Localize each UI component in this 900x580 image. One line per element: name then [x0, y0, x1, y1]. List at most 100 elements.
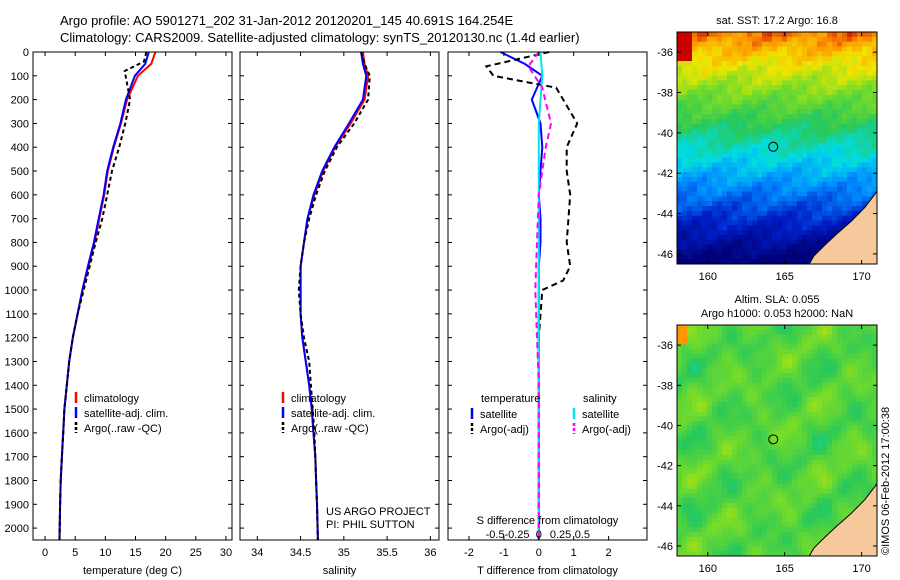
map-cell	[787, 210, 793, 217]
map-cell	[767, 392, 773, 398]
map-cell	[687, 254, 693, 260]
map-cell	[832, 119, 838, 125]
map-cell	[747, 104, 753, 110]
map-cell	[702, 75, 708, 81]
map-cell	[687, 123, 693, 130]
map-cell	[827, 56, 833, 62]
map-cell	[762, 445, 768, 451]
map-cell	[832, 41, 838, 48]
map-cell	[767, 235, 773, 241]
map-cell	[847, 392, 853, 398]
map-cell	[832, 339, 838, 345]
map-cell	[722, 56, 728, 62]
map-cell	[782, 517, 788, 523]
map-cell	[742, 527, 748, 533]
map-cell	[852, 152, 858, 159]
map-cell	[697, 133, 703, 139]
map-cell	[807, 382, 813, 389]
map-cell	[792, 32, 798, 38]
map-cell	[767, 167, 773, 173]
map-cell	[857, 474, 863, 480]
map-cell	[837, 138, 843, 144]
map-cell	[827, 498, 833, 504]
map-cell	[717, 411, 723, 418]
map-cell	[772, 363, 778, 369]
map-cell	[797, 382, 803, 389]
map-cell	[812, 512, 818, 519]
map-cell	[812, 225, 818, 231]
map-cell	[687, 421, 693, 427]
map-cell	[757, 325, 763, 331]
map-cell	[772, 503, 778, 509]
map-cell	[762, 373, 768, 379]
map-cell	[732, 119, 738, 125]
map-cell	[692, 36, 698, 43]
map-cell	[722, 152, 728, 159]
map-cell	[852, 445, 858, 451]
map-cell	[827, 493, 833, 499]
map-cell	[817, 474, 823, 480]
map-cell	[727, 61, 733, 67]
map-cell	[727, 373, 733, 379]
map-cell	[727, 157, 733, 164]
map-cell	[742, 206, 748, 212]
map-cell	[757, 162, 763, 168]
map-cell	[732, 488, 738, 495]
map-cell	[712, 114, 718, 120]
map-cell	[757, 36, 763, 43]
map-cell	[747, 181, 753, 188]
map-cell	[677, 411, 683, 418]
map-cell	[692, 459, 698, 466]
map-cell	[707, 56, 713, 62]
map-cell	[807, 138, 813, 144]
map-cell	[702, 344, 708, 350]
map-cell	[792, 325, 798, 331]
map-cell	[782, 397, 788, 403]
map-cell	[687, 80, 693, 86]
map-cell	[867, 339, 873, 345]
map-cell	[812, 440, 818, 446]
map-cell	[682, 373, 688, 379]
map-cell	[732, 498, 738, 504]
map-cell	[687, 230, 693, 236]
map-cell	[797, 445, 803, 451]
map-cell	[677, 46, 683, 52]
map-cell	[787, 546, 793, 552]
map-cell	[812, 541, 818, 547]
map-cell	[702, 143, 708, 149]
map-cell	[817, 148, 823, 154]
map-cell	[852, 353, 858, 360]
map-cell	[717, 373, 723, 379]
map-cell	[757, 426, 763, 432]
map-cell	[817, 177, 823, 183]
map-cell	[717, 536, 723, 543]
map-cell	[747, 416, 753, 422]
map-cell	[677, 157, 683, 164]
map-cell	[827, 339, 833, 345]
map-cell	[807, 454, 813, 461]
map-cell	[687, 172, 693, 178]
map-cell	[762, 459, 768, 466]
map-cell	[707, 483, 713, 490]
map-cell	[712, 32, 718, 38]
map-cell	[777, 406, 783, 413]
map-cell	[777, 541, 783, 547]
map-cell	[777, 259, 783, 264]
map-cell	[862, 196, 868, 202]
map-cell	[872, 36, 877, 43]
map-cell	[742, 377, 748, 384]
map-cell	[807, 493, 813, 499]
map-cell	[747, 94, 753, 101]
map-cell	[807, 210, 813, 217]
map-cell	[767, 406, 773, 413]
map-cell	[687, 527, 693, 533]
map-cell	[797, 435, 803, 442]
series-salinity-argo-adj-	[527, 51, 553, 540]
map-cell	[822, 239, 828, 246]
map-cell	[757, 220, 763, 226]
map-cell	[722, 445, 728, 451]
map-cell	[782, 483, 788, 490]
series-satellite-adj-clim-	[299, 51, 368, 541]
map-cell	[832, 368, 838, 374]
map-cell	[747, 210, 753, 217]
